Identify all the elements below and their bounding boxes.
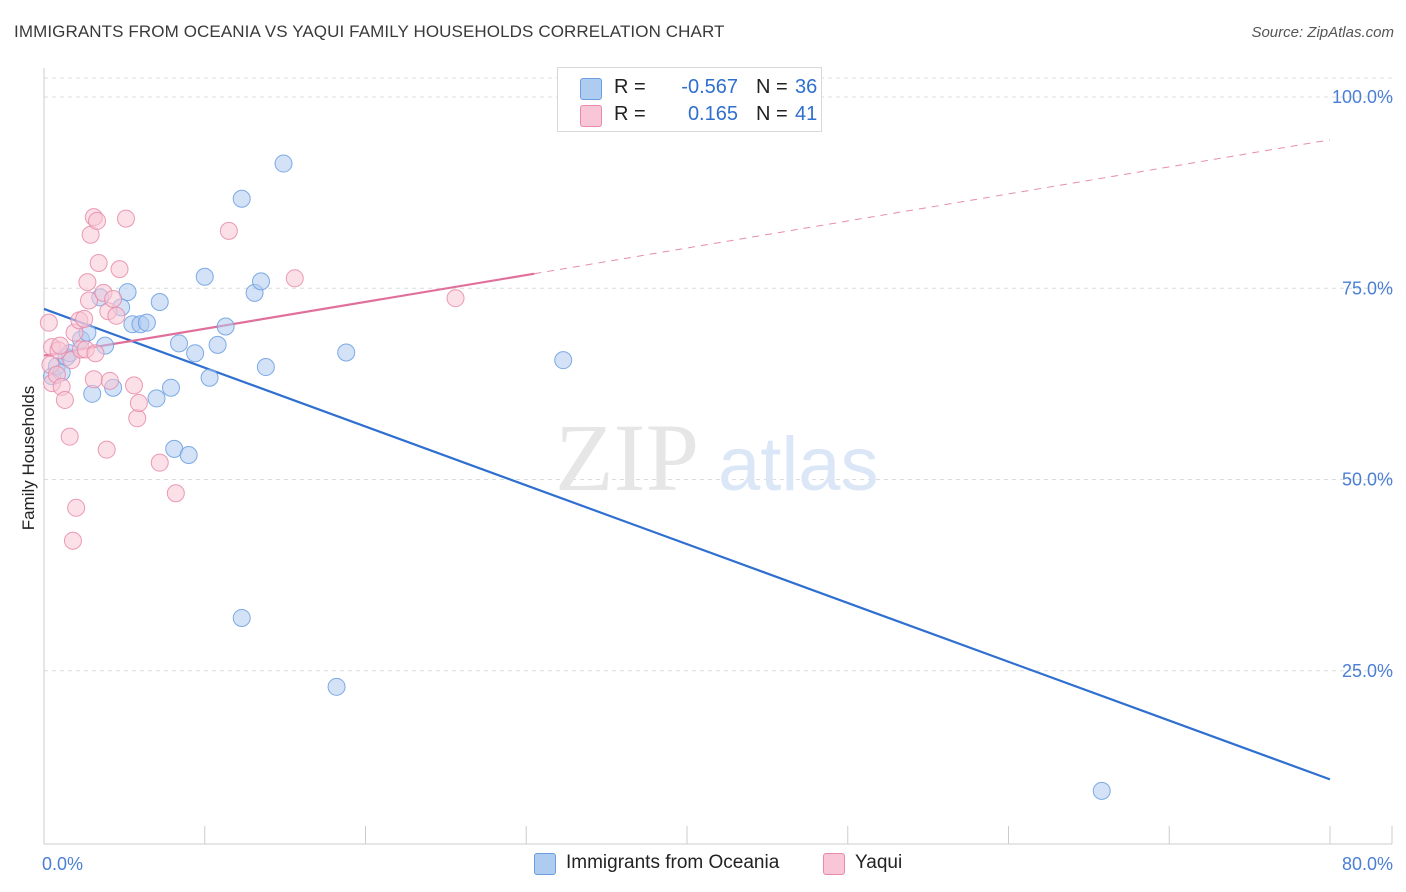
yaqui-point	[67, 498, 86, 517]
oceania-point	[186, 344, 205, 363]
oceania-point	[195, 267, 214, 286]
legend-swatch-oceania	[580, 78, 602, 100]
oceania-point	[179, 446, 198, 465]
y-tick-label: 75.0%	[1342, 278, 1393, 298]
oceania-point	[232, 608, 251, 627]
yaqui-point	[116, 209, 135, 228]
oceania-point	[327, 677, 346, 696]
yaqui-point	[104, 289, 123, 308]
yaqui-point	[125, 376, 144, 395]
yaqui-point	[150, 453, 169, 472]
yaqui-point	[55, 390, 74, 409]
yaqui-point	[446, 289, 465, 308]
legend-n-value: 36	[795, 76, 818, 98]
y-axis-label: Family Households	[19, 386, 38, 531]
oceania-trend-line	[43, 307, 1331, 781]
oceania-point	[137, 313, 156, 332]
yaqui-point	[128, 409, 147, 428]
watermark-atlas: atlas	[718, 422, 879, 507]
yaqui-point	[39, 313, 58, 332]
yaqui-point	[219, 221, 238, 240]
legend-r-value: 0.165	[687, 103, 738, 125]
yaqui-point	[110, 260, 129, 279]
yaqui-point	[63, 531, 82, 550]
oceania-point	[161, 378, 180, 397]
yaqui-point	[60, 427, 79, 446]
legend-r-label: R =	[614, 76, 646, 98]
legend-n-label: N =	[756, 76, 788, 98]
watermark: ZIP atlas	[555, 404, 879, 511]
oceania-point	[337, 343, 356, 362]
legend-n-value: 41	[795, 103, 818, 125]
gridlines	[44, 77, 1392, 672]
tick-labels: 100.0% 75.0% 50.0% 25.0% 0.0% 80.0%	[42, 87, 1393, 874]
bottom-legend-label: Immigrants from Oceania	[566, 852, 780, 873]
watermark-zip: ZIP	[555, 404, 699, 511]
oceania-point	[1092, 781, 1111, 800]
yaqui-point	[84, 370, 103, 389]
bottom-legend-swatch-yaqui	[823, 853, 845, 875]
yaqui-point	[129, 394, 148, 412]
oceania-point	[216, 317, 235, 336]
oceania-point	[232, 189, 251, 208]
oceania-point	[150, 293, 169, 312]
yaqui-point	[88, 211, 107, 230]
oceania-point	[200, 368, 219, 387]
yaqui-point	[166, 484, 185, 503]
data-points	[39, 154, 1111, 800]
legend-n-label: N =	[756, 103, 788, 125]
x-tick-label: 0.0%	[42, 854, 83, 874]
trend-lines	[43, 139, 1331, 781]
correlation-legend: R = -0.567 N = 36 R = 0.165 N = 41	[557, 67, 822, 132]
y-tick-label: 25.0%	[1342, 661, 1393, 681]
yaqui-point	[107, 306, 126, 325]
oceania-point	[208, 335, 227, 354]
yaqui-trend-line	[43, 272, 535, 357]
yaqui-point	[97, 440, 116, 459]
bottom-legend-swatch-oceania	[534, 853, 556, 875]
chart-title: IMMIGRANTS FROM OCEANIA VS YAQUI FAMILY …	[14, 22, 725, 41]
oceania-point	[554, 351, 573, 370]
y-tick-label: 100.0%	[1332, 87, 1393, 107]
legend-row-yaqui: R = 0.165 N = 41	[580, 103, 817, 127]
source-label: Source: ZipAtlas.com	[1251, 24, 1394, 41]
oceania-point	[256, 358, 275, 377]
legend-r-value: -0.567	[681, 76, 738, 98]
legend-row-oceania: R = -0.567 N = 36	[580, 76, 817, 100]
yaqui-trend-extension	[534, 139, 1331, 275]
oceania-point	[170, 334, 189, 353]
yaqui-point	[285, 269, 304, 288]
oceania-point	[118, 283, 137, 302]
yaqui-point	[75, 309, 94, 328]
yaqui-point	[78, 273, 97, 292]
oceania-point	[274, 154, 293, 173]
bottom-legend-label: Yaqui	[855, 852, 903, 873]
oceania-point	[252, 272, 271, 291]
legend-swatch-yaqui	[580, 105, 602, 127]
legend-r-label: R =	[614, 103, 646, 125]
yaqui-point	[80, 291, 99, 310]
x-tick-label: 80.0%	[1342, 854, 1393, 874]
yaqui-point	[100, 371, 119, 390]
yaqui-point	[89, 254, 108, 273]
y-tick-label: 50.0%	[1342, 470, 1393, 490]
axes	[43, 68, 1393, 845]
yaqui-point	[86, 344, 105, 363]
yaqui-point	[51, 336, 70, 355]
oceania-point	[147, 389, 166, 408]
